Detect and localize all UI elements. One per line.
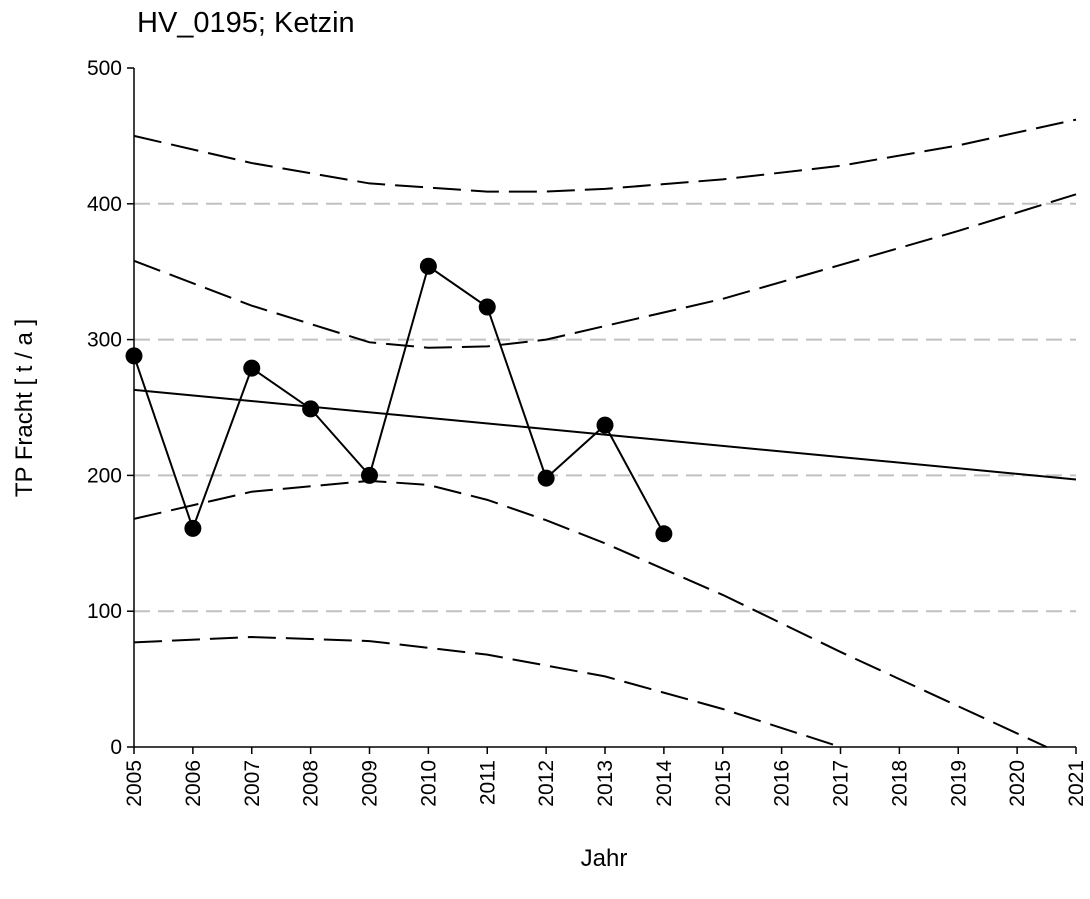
data-point bbox=[419, 257, 437, 275]
x-tick-label: 2021 bbox=[1065, 760, 1088, 807]
x-axis-label: Jahr bbox=[581, 845, 628, 872]
y-tick-label: 100 bbox=[87, 600, 122, 623]
x-tick-label: 2008 bbox=[300, 760, 323, 807]
data-point bbox=[537, 469, 555, 487]
y-tick-label: 300 bbox=[87, 329, 122, 352]
confidence-line bbox=[133, 193, 1077, 349]
x-tick-label: 2016 bbox=[771, 760, 794, 807]
y-axis-label: TP Fracht [ t / a ] bbox=[11, 319, 38, 497]
x-tick-label: 2013 bbox=[594, 760, 617, 807]
x-tick-label: 2007 bbox=[241, 760, 264, 807]
data-point bbox=[596, 416, 614, 434]
y-tick-label: 0 bbox=[110, 736, 122, 759]
x-tick-label: 2011 bbox=[476, 760, 499, 805]
x-tick-label: 2019 bbox=[947, 760, 970, 807]
x-tick-label: 2005 bbox=[123, 760, 146, 807]
data-point bbox=[302, 400, 320, 418]
x-tick-label: 2012 bbox=[535, 760, 558, 807]
confidence-line bbox=[133, 118, 1077, 193]
confidence-line bbox=[133, 636, 841, 748]
confidence-line bbox=[133, 479, 1047, 748]
data-line bbox=[133, 264, 665, 535]
data-point bbox=[655, 525, 673, 543]
y-tick-label: 500 bbox=[87, 57, 122, 80]
data-point bbox=[184, 519, 202, 537]
x-tick-label: 2010 bbox=[417, 760, 440, 807]
y-tick-label: 400 bbox=[87, 193, 122, 216]
data-point bbox=[125, 347, 143, 365]
data-line bbox=[133, 388, 1077, 481]
data-point bbox=[478, 298, 496, 316]
chart-title: HV_0195; Ketzin bbox=[137, 7, 355, 39]
x-tick-label: 2009 bbox=[359, 760, 382, 807]
x-tick-label: 2014 bbox=[653, 760, 676, 807]
x-tick-label: 2018 bbox=[888, 760, 911, 807]
x-tick-label: 2017 bbox=[830, 760, 853, 807]
x-tick-label: 2006 bbox=[182, 760, 205, 807]
y-tick-label: 200 bbox=[87, 464, 122, 487]
x-tick-label: 2020 bbox=[1006, 760, 1029, 807]
data-point bbox=[361, 466, 378, 484]
x-tick-label: 2015 bbox=[712, 760, 735, 807]
data-point bbox=[243, 359, 261, 377]
